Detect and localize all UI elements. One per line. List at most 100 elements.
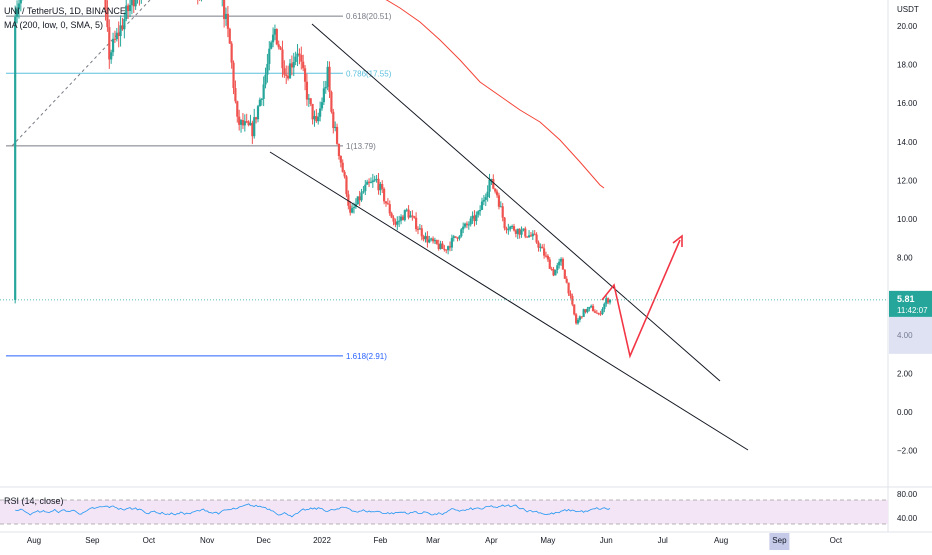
candle-body[interactable] [578, 316, 581, 320]
candle-body[interactable] [433, 240, 437, 242]
candle-body[interactable] [335, 126, 339, 144]
candle-body[interactable] [480, 201, 484, 210]
candle-body[interactable] [447, 246, 450, 251]
candle-body[interactable] [339, 155, 342, 163]
candle-body[interactable] [537, 242, 540, 248]
candle-body[interactable] [224, 13, 228, 19]
candle-body[interactable] [343, 171, 346, 177]
candle-body[interactable] [351, 208, 354, 213]
candle-body[interactable] [520, 230, 523, 235]
candle-body[interactable] [275, 29, 278, 45]
candle-body[interactable] [405, 209, 408, 211]
candle-body[interactable] [494, 188, 497, 192]
candle-body[interactable] [313, 116, 316, 120]
candle-body[interactable] [330, 91, 333, 112]
main-plot-area[interactable] [0, 0, 888, 478]
candle-body[interactable] [332, 111, 335, 129]
candle-body[interactable] [232, 62, 235, 88]
candle-body[interactable] [266, 63, 269, 75]
candle-body[interactable] [119, 25, 122, 37]
candle-body[interactable] [497, 195, 501, 207]
candle-body[interactable] [234, 87, 237, 102]
candle-body[interactable] [270, 42, 273, 49]
candle-body[interactable] [559, 258, 563, 262]
candle-body[interactable] [450, 238, 453, 248]
projection-path[interactable] [601, 239, 681, 359]
candle-body[interactable] [567, 282, 570, 294]
candle-body[interactable] [127, 5, 130, 11]
candle-body[interactable] [349, 205, 352, 213]
candle-body[interactable] [435, 240, 438, 244]
candle-body[interactable] [290, 63, 293, 68]
candle-body[interactable] [575, 314, 578, 324]
candle-body[interactable] [298, 53, 301, 56]
candle-body[interactable] [394, 221, 397, 225]
candle-body[interactable] [599, 313, 602, 315]
candle-body[interactable] [390, 213, 393, 218]
candle-body[interactable] [337, 143, 341, 156]
candle-body[interactable] [543, 248, 546, 256]
candle-body[interactable] [247, 121, 250, 126]
candle-body[interactable] [529, 235, 533, 237]
candle-body[interactable] [462, 226, 465, 230]
candle-body[interactable] [347, 194, 350, 206]
candle-body[interactable] [471, 215, 474, 219]
candle-body[interactable] [416, 229, 420, 231]
candle-body[interactable] [531, 233, 534, 237]
candle-body[interactable] [236, 101, 239, 117]
candle-body[interactable] [524, 228, 527, 237]
candle-body[interactable] [458, 236, 461, 239]
candle-body[interactable] [403, 210, 406, 221]
candle-body[interactable] [381, 183, 384, 189]
candle-body[interactable] [279, 47, 282, 50]
candle-body[interactable] [315, 116, 318, 122]
candle-body[interactable] [428, 239, 431, 243]
candle-body[interactable] [463, 223, 467, 227]
candle-body[interactable] [277, 44, 280, 48]
candle-body[interactable] [437, 243, 440, 250]
candle-body[interactable] [367, 181, 371, 183]
candle-body[interactable] [14, 16, 17, 300]
candle-body[interactable] [439, 243, 442, 250]
candle-body[interactable] [326, 66, 329, 87]
candle-body[interactable] [467, 224, 470, 226]
candle-body[interactable] [512, 226, 516, 231]
candle-body[interactable] [424, 235, 427, 240]
candle-body[interactable] [383, 188, 386, 202]
candle-body[interactable] [245, 121, 248, 123]
candle-body[interactable] [409, 215, 412, 218]
candle-body[interactable] [281, 49, 284, 69]
candle-body[interactable] [106, 8, 109, 28]
candle-body[interactable] [518, 228, 521, 235]
candle-body[interactable] [300, 55, 303, 62]
candle-body[interactable] [243, 121, 246, 126]
candle-body[interactable] [113, 38, 117, 40]
candle-body[interactable] [501, 206, 504, 218]
candle-body[interactable] [371, 180, 374, 183]
candle-body[interactable] [569, 293, 572, 296]
candle-body[interactable] [580, 316, 583, 318]
candle-body[interactable] [492, 179, 495, 189]
candle-body[interactable] [388, 204, 391, 214]
candle-body[interactable] [121, 25, 124, 30]
candle-body[interactable] [228, 28, 231, 44]
candle-body[interactable] [445, 249, 448, 251]
candle-body[interactable] [448, 246, 452, 248]
candle-body[interactable] [288, 63, 292, 79]
candle-body[interactable] [396, 221, 399, 225]
candle-body[interactable] [369, 182, 373, 184]
candle-body[interactable] [590, 305, 593, 307]
candle-body[interactable] [134, 0, 137, 7]
candle-body[interactable] [117, 32, 120, 37]
candle-body[interactable] [108, 27, 111, 60]
candle-body[interactable] [324, 86, 327, 89]
candle-body[interactable] [358, 196, 361, 201]
candle-body[interactable] [130, 0, 133, 5]
candle-body[interactable] [482, 199, 485, 202]
candle-body[interactable] [258, 99, 261, 107]
candle-body[interactable] [541, 246, 544, 249]
candle-body[interactable] [356, 196, 359, 205]
candle-body[interactable] [539, 246, 542, 248]
